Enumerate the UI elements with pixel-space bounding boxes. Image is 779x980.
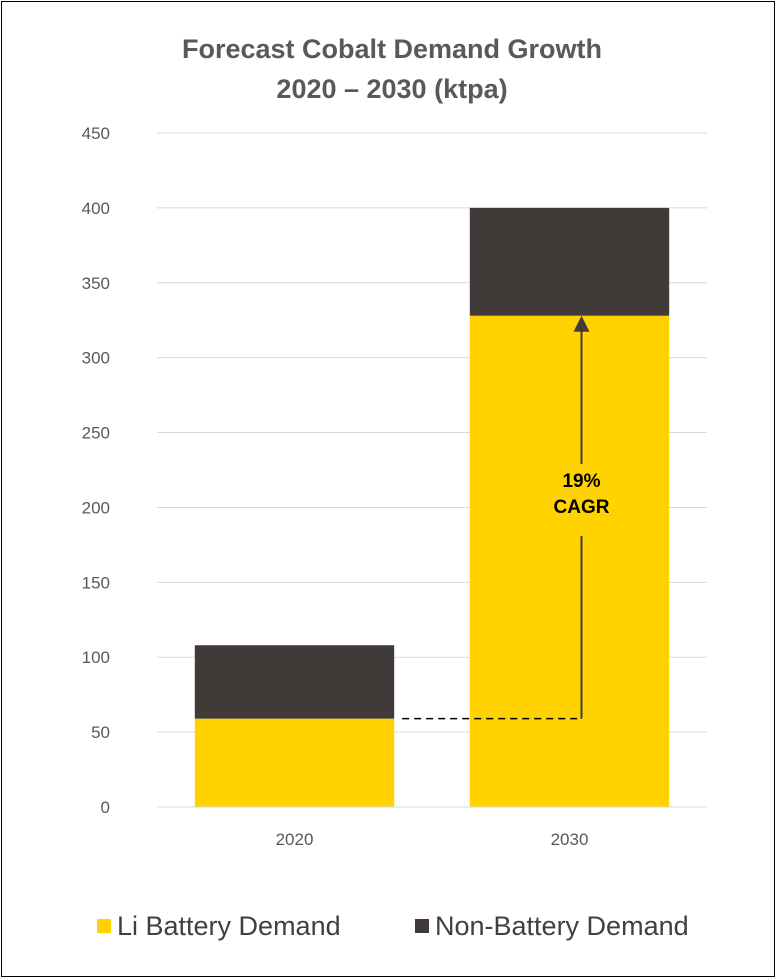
y-tick-label: 400 <box>82 199 110 218</box>
y-axis-tick-labels: 0 50 100 150 200 250 300 350 400 450 <box>82 124 110 817</box>
cagr-annotation-label: 19% <box>562 471 600 492</box>
chart-title-line-2: 2020 – 2030 (ktpa) <box>276 74 507 104</box>
x-tick-label: 2020 <box>276 830 314 849</box>
y-tick-label: 0 <box>101 798 110 817</box>
chart-title-line-1: Forecast Cobalt Demand Growth <box>182 34 602 64</box>
legend-swatch-non-battery-demand <box>415 919 429 933</box>
bar-2020-li-battery-demand <box>194 718 395 807</box>
legend-label-li-battery-demand: Li Battery Demand <box>117 911 341 941</box>
y-tick-label: 300 <box>82 349 110 368</box>
bar-2030-non-battery-demand <box>469 207 670 316</box>
legend-label-non-battery-demand: Non-Battery Demand <box>435 911 689 941</box>
bar-2020-non-battery-demand <box>194 645 395 719</box>
y-tick-label: 250 <box>82 424 110 443</box>
cagr-arrow-head <box>573 315 590 332</box>
y-tick-label: 50 <box>91 723 110 742</box>
x-tick-label: 2030 <box>551 830 589 849</box>
cagr-annotation: 19% CAGR <box>402 315 610 720</box>
y-tick-label: 150 <box>82 573 110 592</box>
x-axis-tick-labels: 2020 2030 <box>276 830 589 849</box>
legend: Li Battery Demand Non-Battery Demand <box>97 911 689 941</box>
y-tick-label: 450 <box>82 124 110 143</box>
bars <box>194 207 670 807</box>
chart-title: Forecast Cobalt Demand Growth 2020 – 203… <box>182 34 602 104</box>
y-tick-label: 350 <box>82 274 110 293</box>
legend-swatch-li-battery-demand <box>97 919 111 933</box>
cagr-annotation-label: CAGR <box>554 497 610 518</box>
y-tick-label: 100 <box>82 648 110 667</box>
bar-2030-li-battery-demand <box>469 315 670 807</box>
y-tick-label: 200 <box>82 498 110 517</box>
